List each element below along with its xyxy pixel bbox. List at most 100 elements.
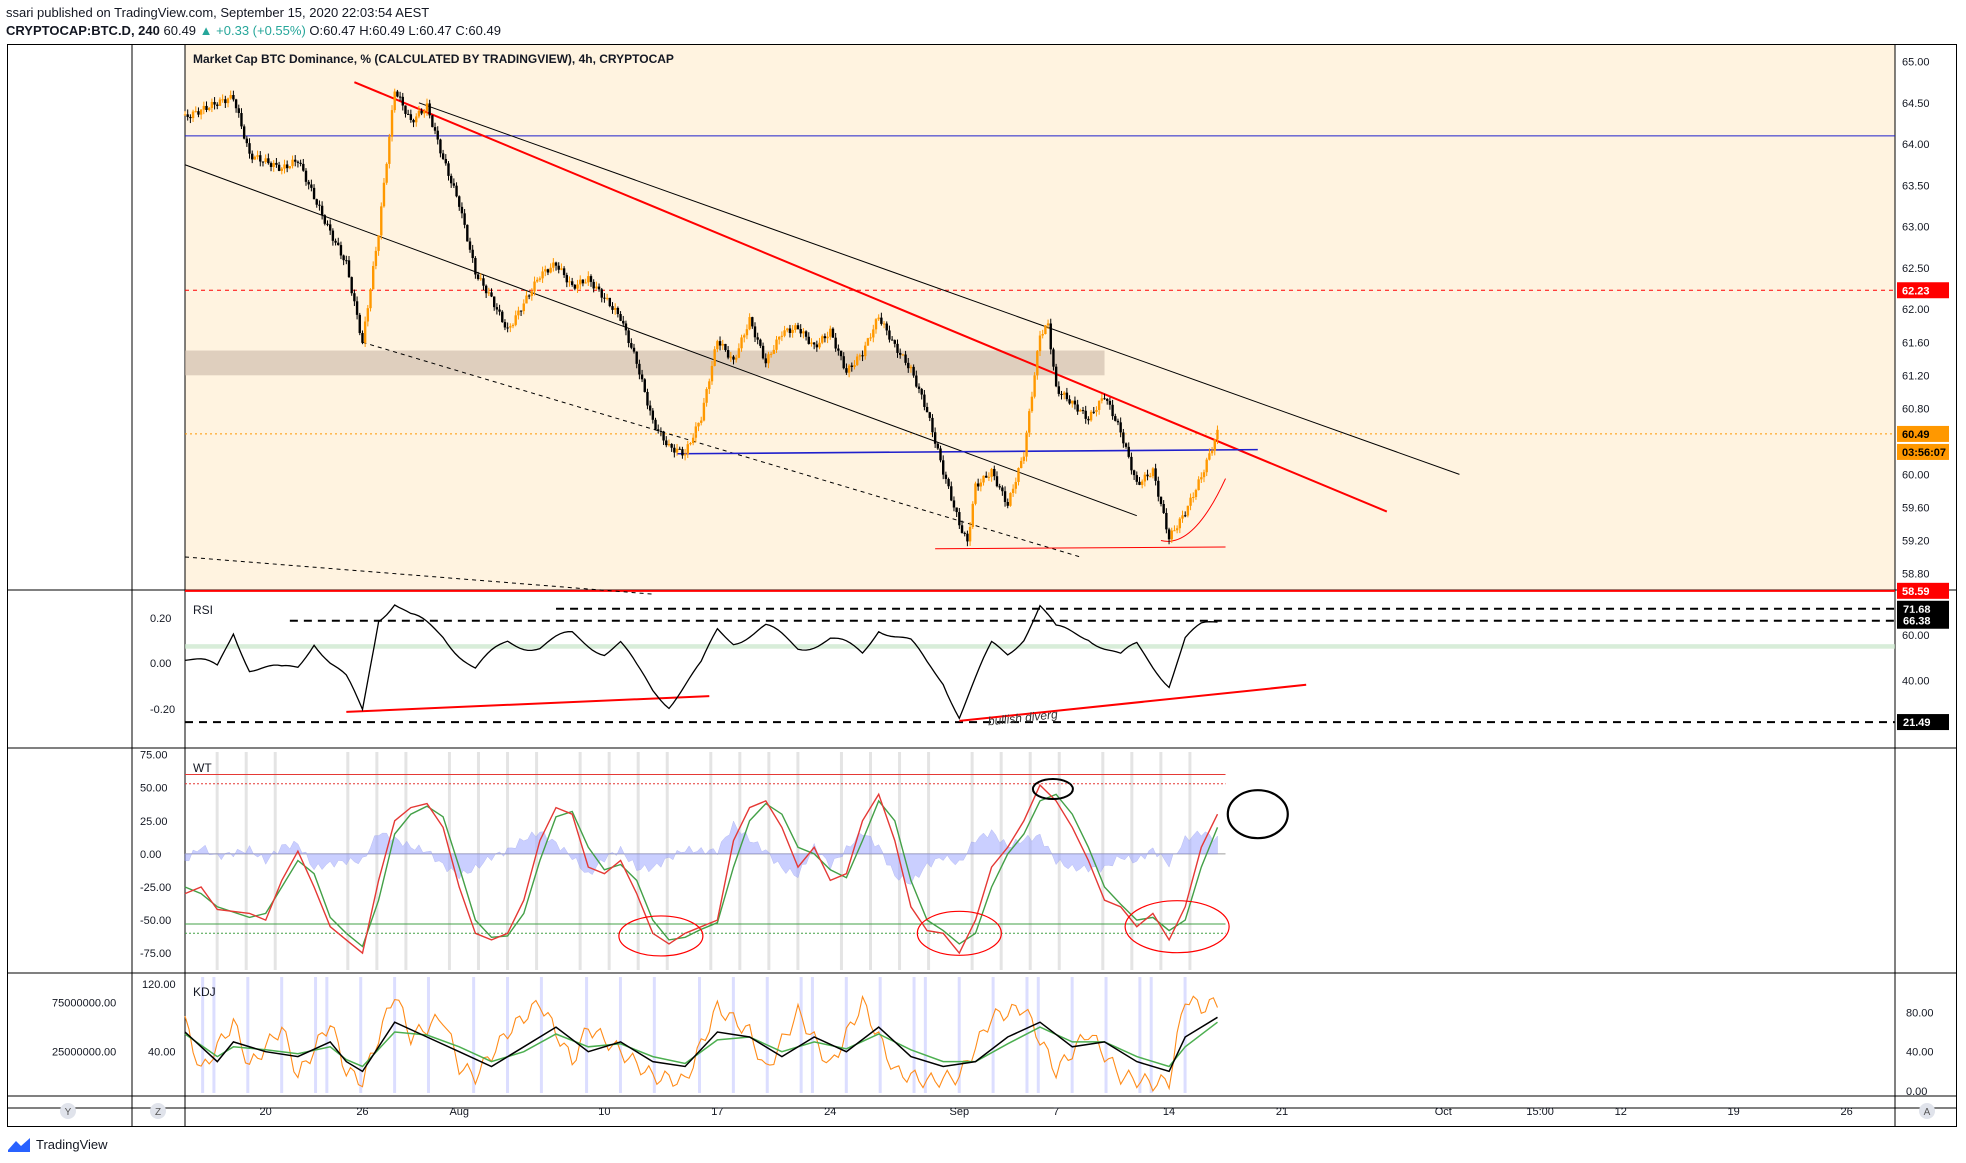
candle-body — [1001, 487, 1004, 492]
kdj-shade-bar — [1025, 977, 1029, 1093]
candle-body — [366, 308, 370, 322]
candle-body — [248, 143, 251, 154]
candle-body — [199, 109, 203, 115]
price-axis-tick: 65.00 — [1902, 57, 1930, 69]
candle-body — [546, 269, 550, 273]
price-axis-tick: 64.50 — [1902, 98, 1930, 110]
candle-body — [213, 101, 216, 105]
candle-body — [568, 281, 571, 283]
candle-body — [710, 365, 714, 382]
candle-body — [280, 168, 283, 171]
candle-body — [320, 205, 324, 216]
rsi-left-tick: 0.00 — [150, 658, 171, 670]
candle-body — [226, 98, 230, 104]
candle-body — [850, 365, 853, 367]
candle-body — [1165, 512, 1168, 530]
candle-body — [420, 110, 423, 114]
countdown-label-bg — [1897, 443, 1949, 460]
candle-body — [839, 350, 843, 357]
candle-body — [622, 320, 625, 324]
candle-body — [1151, 468, 1155, 477]
rsi-left-tick: 0.20 — [150, 613, 171, 625]
time-axis-tick: 12 — [1615, 1106, 1627, 1118]
candle-body — [334, 240, 337, 243]
countdown-label: 03:56:07 — [1902, 447, 1946, 459]
candle-body — [960, 525, 964, 533]
candle-body — [1216, 429, 1219, 440]
candle-body — [506, 327, 509, 329]
kdj-shade-bar — [810, 977, 814, 1093]
candle-body — [339, 245, 343, 256]
candle-body — [834, 337, 837, 349]
candle-body — [479, 278, 482, 280]
candle-body — [264, 158, 267, 162]
candle-body — [447, 163, 450, 176]
candle-body — [705, 389, 708, 403]
candle-body — [721, 343, 724, 346]
candle-body — [299, 162, 302, 164]
kdj-right-tick: 80.00 — [1906, 1007, 1934, 1019]
candle-body — [925, 406, 929, 413]
candle-body — [423, 110, 426, 114]
candle-body — [1197, 479, 1200, 491]
candle-body — [1205, 459, 1208, 473]
ohlc-values: O:60.47 H:60.49 L:60.47 C:60.49 — [309, 23, 501, 38]
candle-body — [627, 330, 630, 344]
candle-body — [1175, 528, 1179, 531]
candle-body — [888, 330, 891, 340]
candle-body — [734, 357, 738, 360]
candle-body — [804, 331, 808, 337]
wt-shade-bar — [506, 752, 510, 970]
kdj-shade-bar — [506, 977, 510, 1093]
candle-body — [786, 328, 789, 331]
candle-body — [597, 286, 601, 290]
kdj-shade-bar — [1149, 977, 1153, 1093]
candle-body — [1019, 460, 1023, 469]
rsi-right-tick: 40.00 — [1902, 675, 1930, 687]
candle-body — [616, 307, 620, 315]
candle-body — [761, 345, 765, 359]
candle-body — [275, 162, 278, 165]
scale-button[interactable] — [150, 1103, 166, 1119]
candle-body — [353, 293, 356, 302]
candle-body — [1087, 418, 1090, 421]
candle-body — [1108, 400, 1112, 405]
wt-shade-bar — [1159, 752, 1163, 970]
candle-body — [632, 347, 636, 352]
candle-body — [436, 130, 439, 140]
scale-button[interactable] — [60, 1103, 76, 1119]
candle-body — [1076, 404, 1079, 412]
kdj-shade-bar — [472, 977, 476, 1093]
candle-body — [823, 336, 827, 339]
candle-body — [358, 314, 361, 334]
candle-body — [350, 277, 353, 294]
time-axis-tick: 26 — [1840, 1106, 1852, 1118]
candle-body — [1025, 432, 1028, 457]
kdj-shade-bar — [246, 977, 250, 1093]
candle-body — [541, 271, 544, 279]
candle-body — [837, 348, 840, 351]
bottom-level-line — [935, 546, 1226, 550]
candle-body — [729, 356, 733, 358]
candle-body — [511, 324, 515, 327]
candle-body — [253, 156, 257, 160]
wt-shade-bar — [1028, 752, 1032, 970]
candle-body — [974, 483, 977, 504]
candle-body — [342, 255, 345, 261]
candle-body — [207, 107, 211, 110]
candle-body — [277, 164, 281, 171]
candle-body — [374, 250, 378, 266]
wt-shade-bar — [535, 752, 539, 970]
scale-button[interactable] — [1919, 1103, 1935, 1119]
candle-body — [718, 341, 722, 346]
candle-body — [1014, 481, 1018, 489]
candle-body — [901, 354, 905, 356]
candle-body — [288, 166, 292, 169]
candle-body — [1103, 398, 1106, 400]
candle-body — [630, 343, 633, 348]
candle-body — [1097, 400, 1101, 410]
candle-body — [893, 340, 897, 344]
candle-body — [396, 91, 399, 97]
price-axis-tick: 58.80 — [1902, 568, 1930, 580]
